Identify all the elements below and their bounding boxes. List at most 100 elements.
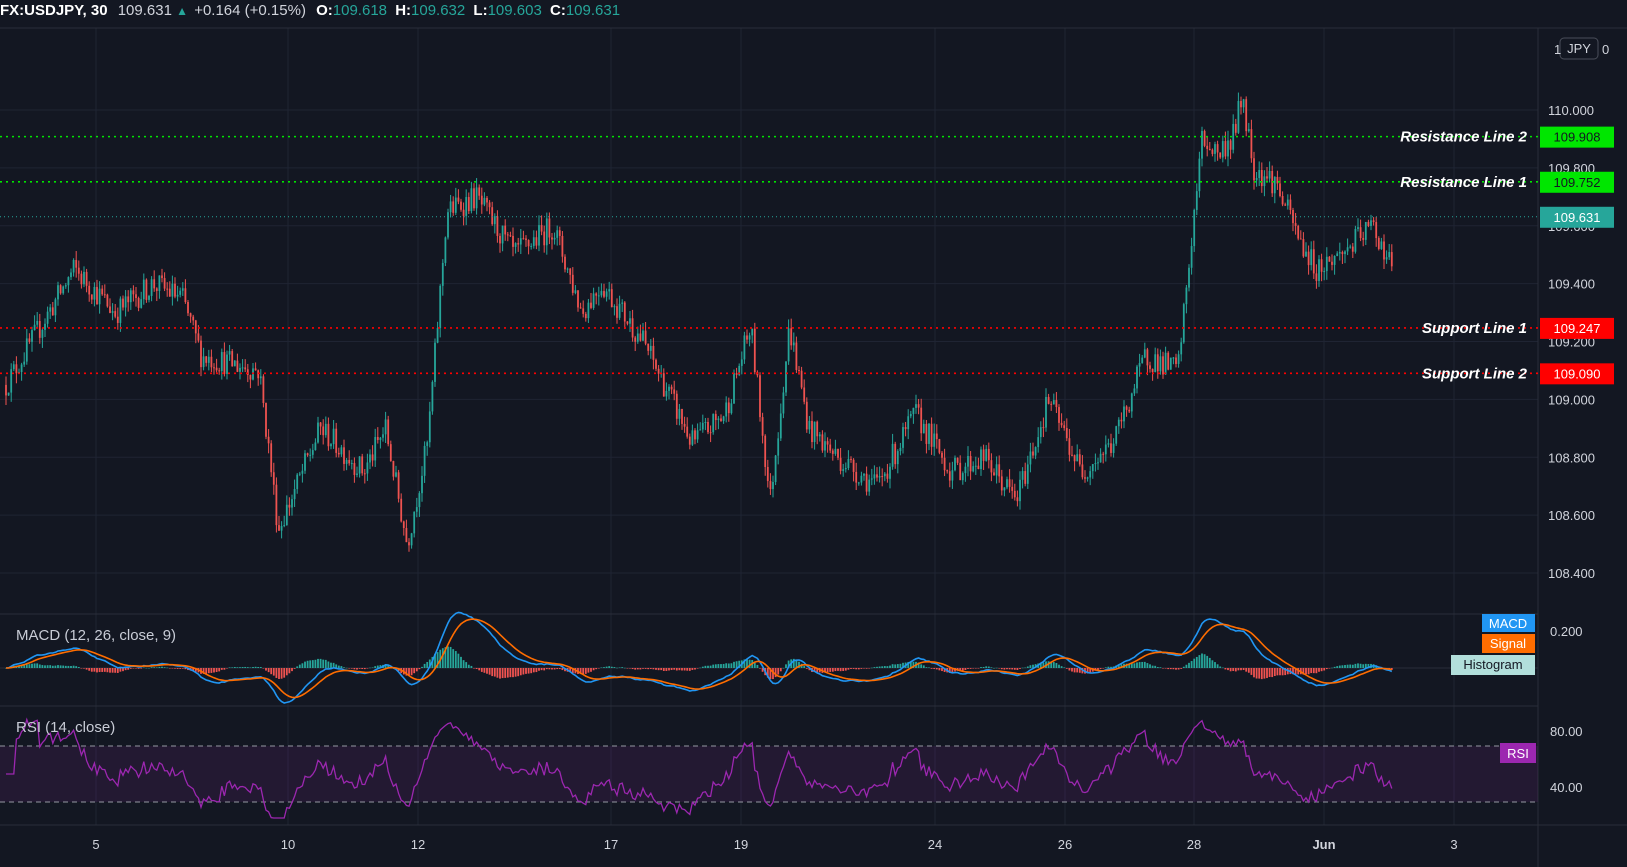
candle-body — [67, 277, 70, 286]
candle — [1364, 221, 1367, 246]
candle-body — [1305, 251, 1307, 257]
candle — [171, 275, 174, 306]
candle-body — [1008, 479, 1011, 487]
histogram-bar — [608, 666, 611, 668]
candle — [1045, 388, 1047, 432]
candle — [1063, 420, 1066, 431]
candle-body — [566, 268, 569, 270]
candle — [285, 495, 288, 526]
candle — [280, 521, 283, 539]
candle — [428, 401, 431, 448]
candle-body — [309, 454, 312, 456]
candle-body — [558, 230, 561, 236]
candle-body — [670, 386, 673, 390]
histogram-bar — [337, 665, 340, 668]
price-tick-label: 109.000 — [1548, 392, 1595, 407]
candle-body — [891, 443, 894, 467]
candle-body — [428, 411, 431, 443]
candle-body — [1034, 447, 1037, 456]
histogram-bar — [405, 668, 408, 676]
histogram-bar — [241, 667, 244, 668]
candle-body — [1029, 451, 1032, 465]
histogram-bar — [1188, 662, 1190, 668]
candle — [1305, 242, 1307, 258]
candle-body — [590, 302, 592, 308]
candle — [441, 259, 444, 296]
candle-body — [31, 330, 33, 342]
histogram-bar — [1362, 664, 1365, 668]
candle-body — [1221, 141, 1224, 158]
histogram-bar — [1216, 664, 1219, 668]
candle — [1367, 219, 1370, 228]
time-axis[interactable]: 5 10 12 17 19 24 26 28 Jun 3 — [92, 837, 1457, 852]
candle — [304, 450, 306, 474]
candle-body — [129, 290, 132, 303]
candle-body — [941, 452, 943, 458]
candle-body — [486, 197, 488, 203]
candle — [1086, 476, 1089, 482]
histogram-bar — [787, 660, 790, 668]
histogram-bar — [595, 668, 598, 670]
candle-body — [44, 323, 46, 330]
candle — [613, 304, 616, 316]
candle-body — [720, 418, 722, 422]
candle — [514, 242, 517, 254]
candle-body — [1364, 221, 1367, 240]
histogram-bar — [80, 668, 83, 669]
candle — [90, 294, 93, 305]
histogram-bar — [673, 668, 676, 670]
histogram-bar — [519, 668, 522, 676]
candle-body — [917, 404, 920, 408]
candle — [1011, 479, 1014, 499]
candle — [1071, 445, 1073, 457]
currency-badge[interactable]: JPY — [1559, 37, 1599, 60]
histogram-bar — [1198, 655, 1201, 668]
candle — [301, 463, 304, 483]
histogram-bar — [1307, 668, 1310, 675]
candle-body — [1268, 170, 1271, 179]
candle-body — [350, 463, 353, 465]
histogram-bar — [96, 668, 98, 673]
candle — [990, 453, 993, 482]
candle — [163, 272, 166, 292]
candle-body — [257, 370, 260, 379]
candle-body — [592, 293, 595, 308]
candle-body — [33, 324, 36, 331]
candle-body — [839, 457, 842, 471]
price-axis[interactable]: 110.000109.800109.600109.400109.200109.0… — [1548, 103, 1595, 581]
candle — [1021, 467, 1024, 489]
candle — [967, 446, 969, 477]
candle-body — [935, 433, 938, 440]
histogram-bar — [980, 667, 982, 668]
candle-body — [616, 306, 618, 318]
histogram-bar — [1182, 666, 1185, 668]
candle — [1117, 417, 1120, 434]
histogram-bar — [1141, 661, 1144, 668]
histogram-bar — [64, 665, 67, 668]
candle-body — [1190, 246, 1193, 268]
candle-body — [595, 293, 598, 296]
candle-body — [1284, 204, 1287, 206]
histogram-bar — [722, 663, 725, 668]
candle — [584, 311, 587, 322]
histogram-bar — [306, 660, 309, 668]
symbol-label[interactable]: FX:USDJPY, 30 — [0, 2, 108, 19]
candle-body — [1203, 131, 1206, 146]
support-line-1-price-value: 109.247 — [1554, 321, 1601, 336]
candle-body — [262, 376, 265, 403]
histogram-bar — [98, 668, 101, 673]
histogram-bar — [629, 668, 631, 669]
candle-body — [460, 201, 462, 210]
histogram-bar — [725, 663, 728, 668]
histogram-bar — [935, 668, 938, 670]
candle-body — [1037, 437, 1040, 448]
histogram-bar — [662, 668, 665, 671]
candle-body — [1003, 487, 1006, 491]
candle-body — [332, 428, 335, 445]
histogram-bar — [1164, 668, 1167, 669]
candle — [98, 281, 101, 314]
candle — [779, 403, 782, 442]
price-tick-label: 109.400 — [1548, 277, 1595, 292]
histogram-bar — [839, 668, 842, 672]
